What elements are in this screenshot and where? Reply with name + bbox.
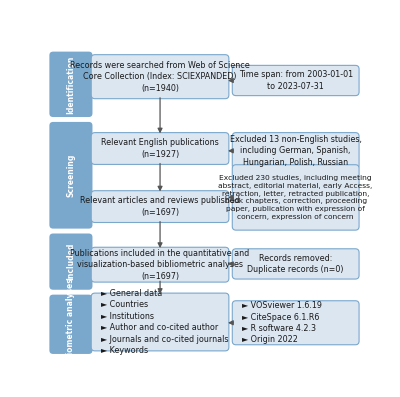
FancyBboxPatch shape	[232, 66, 359, 96]
FancyBboxPatch shape	[91, 247, 229, 282]
Text: Time span: from 2003-01-01
to 2023-07-31: Time span: from 2003-01-01 to 2023-07-31	[239, 70, 353, 91]
Text: Relevant articles and reviews published
(n=1697): Relevant articles and reviews published …	[80, 197, 240, 217]
Text: Records were searched from Web of Science
Core Collection (Index: SCIEXPANDED)
(: Records were searched from Web of Scienc…	[70, 61, 250, 93]
Text: ► General data
► Countries
► Institutions
► Author and co-cited author
► Journal: ► General data ► Countries ► Institution…	[100, 289, 228, 355]
Text: Bibliometric analyses: Bibliometric analyses	[66, 278, 76, 371]
FancyBboxPatch shape	[232, 301, 359, 345]
Text: Publications included in the quantitative and
visualization-based bibliometric a: Publications included in the quantitativ…	[70, 249, 250, 281]
FancyBboxPatch shape	[91, 55, 229, 99]
FancyBboxPatch shape	[91, 133, 229, 164]
Text: Records removed:
Duplicate records (n=0): Records removed: Duplicate records (n=0)	[248, 254, 344, 274]
FancyBboxPatch shape	[232, 165, 359, 230]
FancyBboxPatch shape	[49, 122, 92, 229]
Text: Excluded 230 studies, including meeting
abstract, editorial material, early Acce: Excluded 230 studies, including meeting …	[218, 175, 373, 220]
Text: ► VOSviewer 1.6.19
► CiteSpace 6.1.R6
► R software 4.2.3
► Origin 2022: ► VOSviewer 1.6.19 ► CiteSpace 6.1.R6 ► …	[242, 301, 322, 345]
Text: Relevant English publications
(n=1927): Relevant English publications (n=1927)	[101, 138, 219, 159]
Text: Excluded 13 non-English studies,
including German, Spanish,
Hungarian, Polish, R: Excluded 13 non-English studies, includi…	[230, 135, 362, 167]
FancyBboxPatch shape	[49, 233, 92, 290]
Text: Included: Included	[66, 243, 76, 280]
Text: Screening: Screening	[66, 154, 76, 197]
FancyBboxPatch shape	[91, 191, 229, 222]
Text: Identification: Identification	[66, 55, 76, 114]
FancyBboxPatch shape	[49, 52, 92, 117]
FancyBboxPatch shape	[91, 293, 229, 351]
FancyBboxPatch shape	[232, 133, 359, 169]
FancyBboxPatch shape	[232, 249, 359, 279]
FancyBboxPatch shape	[49, 295, 92, 354]
